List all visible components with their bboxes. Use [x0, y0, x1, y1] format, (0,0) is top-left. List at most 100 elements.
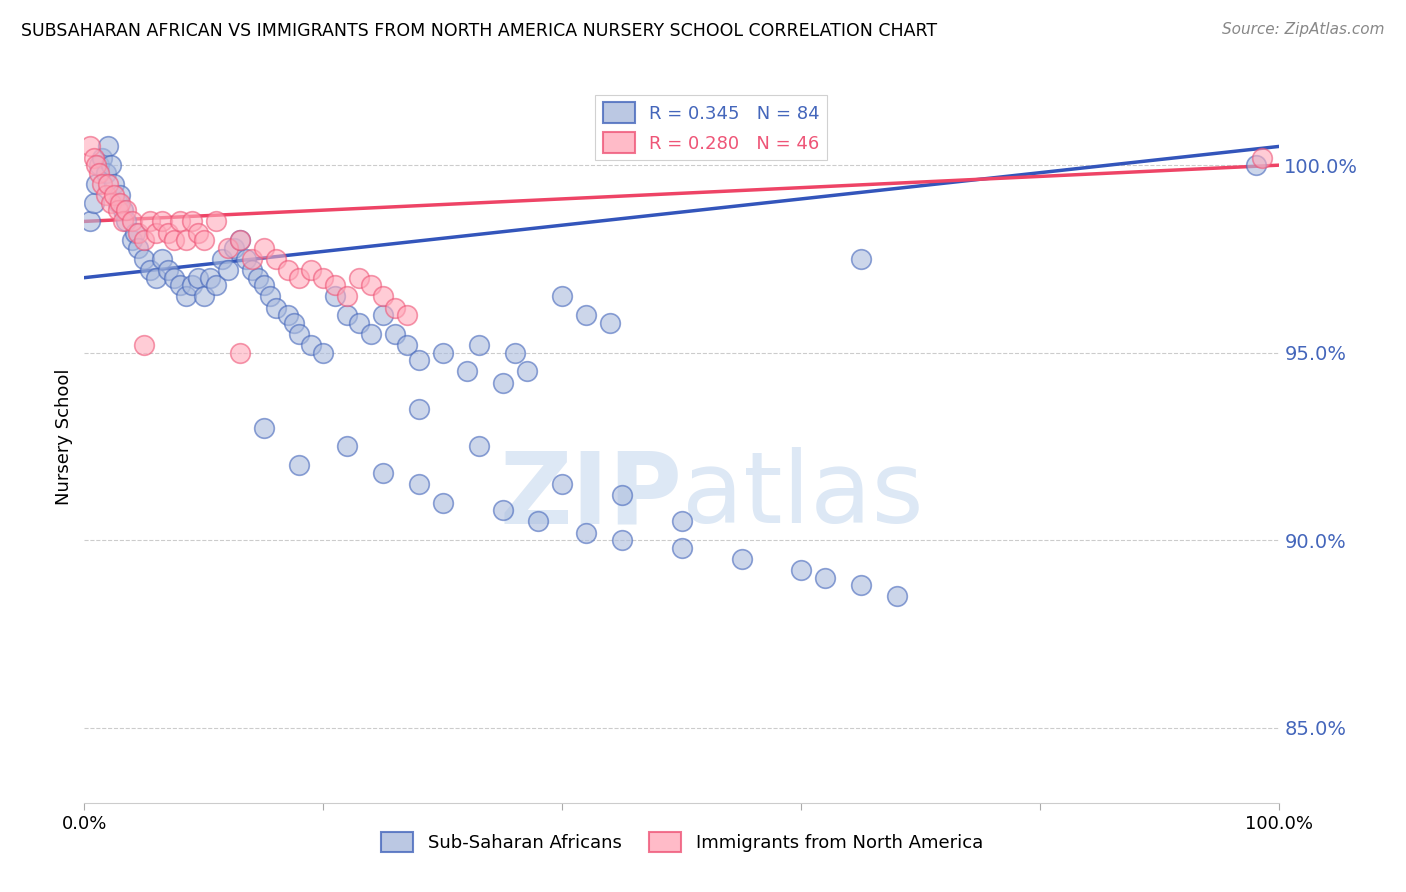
Point	[83, 195, 105, 210]
Point	[139, 263, 162, 277]
Point	[110, 188, 132, 202]
Point	[229, 345, 252, 359]
Point	[121, 233, 143, 247]
Point	[851, 252, 873, 266]
Point	[169, 278, 191, 293]
Point	[193, 289, 215, 303]
Point	[198, 270, 221, 285]
Point	[187, 226, 209, 240]
Legend: Sub-Saharan Africans, Immigrants from North America: Sub-Saharan Africans, Immigrants from No…	[374, 824, 990, 860]
Point	[288, 270, 311, 285]
Point	[132, 233, 156, 247]
Point	[277, 263, 299, 277]
Point	[157, 263, 180, 277]
Point	[97, 139, 120, 153]
Point	[103, 188, 125, 202]
Point	[91, 151, 114, 165]
Point	[1250, 151, 1272, 165]
Point	[527, 515, 550, 529]
Point	[87, 166, 110, 180]
Point	[86, 177, 108, 191]
Point	[253, 278, 276, 293]
Point	[312, 270, 335, 285]
Point	[187, 270, 209, 285]
Point	[851, 578, 873, 592]
Point	[145, 270, 167, 285]
Point	[246, 270, 269, 285]
Point	[264, 252, 287, 266]
Point	[283, 316, 305, 330]
Point	[110, 195, 132, 210]
Point	[349, 270, 371, 285]
Point	[169, 214, 191, 228]
Point	[503, 345, 526, 359]
Point	[408, 477, 430, 491]
Text: SUBSAHARAN AFRICAN VS IMMIGRANTS FROM NORTH AMERICA NURSERY SCHOOL CORRELATION C: SUBSAHARAN AFRICAN VS IMMIGRANTS FROM NO…	[21, 22, 938, 40]
Point	[163, 270, 186, 285]
Point	[671, 515, 693, 529]
Point	[150, 252, 173, 266]
Point	[229, 233, 252, 247]
Point	[408, 401, 430, 416]
Point	[492, 376, 515, 390]
Point	[132, 338, 156, 352]
Point	[468, 338, 491, 352]
Point	[100, 158, 122, 172]
Point	[111, 203, 134, 218]
Point	[432, 345, 454, 359]
Point	[373, 466, 395, 480]
Point	[150, 214, 173, 228]
Point	[1244, 158, 1267, 172]
Point	[157, 226, 180, 240]
Point	[312, 345, 335, 359]
Y-axis label: Nursery School: Nursery School	[55, 368, 73, 506]
Point	[349, 316, 371, 330]
Point	[115, 214, 138, 228]
Point	[336, 289, 359, 303]
Point	[97, 177, 120, 191]
Point	[127, 241, 149, 255]
Point	[217, 241, 239, 255]
Point	[575, 525, 598, 540]
Point	[259, 289, 281, 303]
Point	[86, 158, 108, 172]
Point	[253, 420, 276, 434]
Point	[612, 488, 634, 502]
Point	[87, 158, 110, 172]
Text: Source: ZipAtlas.com: Source: ZipAtlas.com	[1222, 22, 1385, 37]
Point	[79, 139, 101, 153]
Point	[124, 226, 146, 240]
Point	[575, 308, 598, 322]
Point	[205, 278, 228, 293]
Point	[456, 364, 478, 378]
Point	[360, 326, 382, 341]
Point	[211, 252, 233, 266]
Point	[83, 151, 105, 165]
Point	[408, 353, 430, 368]
Point	[235, 252, 257, 266]
Point	[373, 289, 395, 303]
Point	[91, 177, 114, 191]
Point	[516, 364, 538, 378]
Point	[145, 226, 167, 240]
Point	[468, 440, 491, 454]
Point	[193, 233, 215, 247]
Point	[240, 252, 263, 266]
Point	[163, 233, 186, 247]
Point	[174, 289, 197, 303]
Point	[107, 195, 129, 210]
Point	[599, 316, 621, 330]
Point	[325, 289, 347, 303]
Point	[301, 338, 323, 352]
Point	[94, 166, 117, 180]
Point	[139, 214, 162, 228]
Point	[100, 195, 122, 210]
Point	[790, 563, 813, 577]
Point	[132, 252, 156, 266]
Point	[492, 503, 515, 517]
Point	[731, 552, 754, 566]
Point	[115, 203, 138, 218]
Point	[551, 477, 574, 491]
Point	[325, 278, 347, 293]
Point	[107, 203, 129, 218]
